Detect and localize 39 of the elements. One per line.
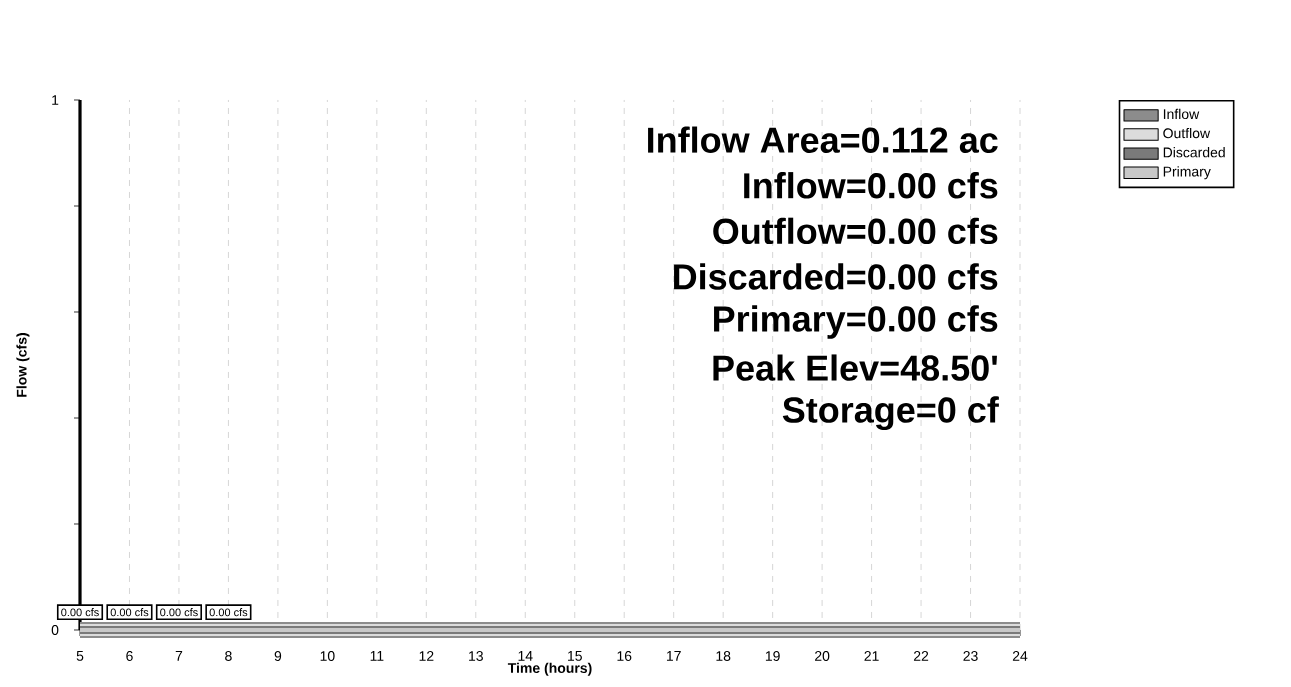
legend-label: Primary [1163,166,1211,180]
x-tick-label: 11 [370,651,384,661]
annotation: Primary=0.00 cfs [714,305,998,339]
x-tick-label: 10 [320,651,335,661]
legend-label: Outflow [1163,127,1211,139]
x-tick-label: 16 [617,651,632,661]
x-tick-label: 13 [469,651,483,661]
x-tick-label: 19 [765,651,780,661]
x-tick-label: 18 [716,651,731,661]
x-tick-label: 20 [815,651,830,661]
x-tick-label: 12 [419,651,434,661]
x-tick-label: 17 [666,651,681,661]
data-label: 0.00 cfs [110,608,149,617]
y-tick-label: 0 [51,625,59,635]
legend-label: Inflow [1163,108,1200,120]
y-tick-label: 1 [52,95,59,105]
x-tick-label: 15 [568,651,582,661]
x-tick-label: 22 [913,651,929,661]
annotation: Discarded=0.00 cfs [674,263,998,290]
x-tick-label: 14 [518,651,533,661]
annotation: Peak Elev=48.50' [713,354,997,381]
x-tick-label: 8 [225,651,232,661]
data-label: 0.00 cfs [209,608,248,617]
annotation: Inflow Area=0.112 ac [648,126,998,153]
y-axis-title: Flow (cfs) [16,333,30,397]
x-tick-label: 9 [274,651,282,661]
x-tick-label: 5 [76,651,84,661]
x-tick-label: 7 [175,651,183,661]
x-tick-label: 21 [864,651,879,661]
annotation: Outflow=0.00 cfs [713,217,998,245]
x-axis-title: Time (hours) [507,662,592,676]
data-label: 0.00 cfs [61,608,99,617]
annotation: Storage=0 cf [782,396,999,431]
annotation: Inflow=0.00 cfs [744,172,998,199]
x-tick-label: 23 [963,651,978,661]
x-tick-label: 24 [1012,651,1028,661]
x-tick-label: 6 [126,651,133,661]
data-label: 0.00 cfs [160,608,198,617]
legend-label: Discarded [1163,147,1225,158]
